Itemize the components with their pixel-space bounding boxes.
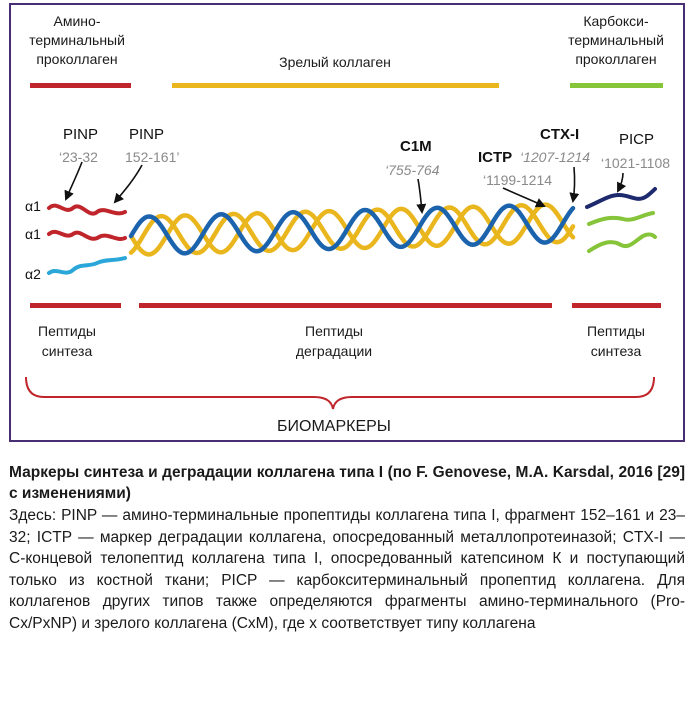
biomarkers-brace [25,376,655,410]
svg-text:‘1021-1108: ‘1021-1108 [601,155,670,171]
figure-frame: Амино- терминальный проколлаген Карбокси… [9,3,685,442]
degradation-label: Пептиды деградации [296,323,372,359]
marker-ictp: ICTP ‘1199-1214 [478,149,552,188]
biomarkers-label: БИОМАРКЕРЫ [277,418,391,435]
svg-text:Карбокси-: Карбокси- [583,13,649,29]
amino-terminal-bar [30,83,131,88]
synthesis-left-bar [30,303,121,308]
mature-collagen-bar [172,83,499,88]
mature-collagen-header: Зрелый коллаген [279,54,391,70]
svg-text:CTX-I: CTX-I [540,126,579,143]
figure-caption: Маркеры синтеза и деградации коллагена т… [9,462,685,634]
svg-text:‘1207-1214: ‘1207-1214 [520,149,590,165]
n-propeptide-alpha1-a [47,203,127,216]
svg-text:проколлаген: проколлаген [36,51,117,67]
caption-title: Маркеры синтеза и деградации коллагена т… [9,464,685,502]
svg-text:152-161’: 152-161’ [125,149,180,165]
svg-text:Пептиды: Пептиды [305,323,363,339]
svg-text:Амино-: Амино- [54,13,101,29]
marker-c1m: C1M ‘755-764 [385,138,440,178]
arrow-pinp-23-32 [64,161,83,201]
svg-text:C1M: C1M [400,138,432,155]
helix-strand-yellow-a [128,202,576,257]
svg-text:PICP: PICP [619,131,654,148]
svg-text:PINP: PINP [63,126,98,143]
synthesis-right-bar [572,303,661,308]
arrow-picp [617,172,627,193]
marker-picp: PICP ‘1021-1108 [601,131,670,171]
c-propeptide-navy [585,187,657,209]
svg-text:терминальный: терминальный [29,32,125,48]
arrow-ictp [502,187,546,208]
svg-text:ICTP: ICTP [478,149,512,166]
svg-text:‘755-764: ‘755-764 [385,162,440,178]
svg-text:терминальный: терминальный [568,32,664,48]
arrow-pinp-152-161 [113,164,143,204]
svg-text:Пептиды: Пептиды [38,323,96,339]
marker-pinp-23-32: PINP ‘23-32 [59,126,98,165]
svg-text:Пептиды: Пептиды [587,323,645,339]
svg-text:‘23-32: ‘23-32 [59,149,98,165]
helix-strand-blue [128,203,576,256]
svg-text:PINP: PINP [129,126,164,143]
svg-text:‘1199-1214: ‘1199-1214 [483,172,552,188]
helix-strand-yellow-b [128,203,576,256]
n-propeptide-alpha2 [47,256,127,275]
chain-label-alpha1-b: α1 [25,226,41,242]
arrow-ctx-i [569,166,580,203]
svg-text:проколлаген: проколлаген [575,51,656,67]
amino-terminal-header: Амино- терминальный проколлаген [29,13,125,67]
caption-body: Здесь: PINP — амино-терминальные пропепт… [9,507,685,632]
svg-text:синтеза: синтеза [42,343,93,359]
synthesis-right-label: Пептиды синтеза [587,323,645,359]
n-propeptide-alpha1-b [47,229,127,241]
c-propeptide-green-a [587,211,655,226]
marker-pinp-152-161: PINP 152-161’ [125,126,180,165]
triple-helix [128,202,576,257]
synthesis-left-label: Пептиды синтеза [38,323,96,359]
chain-label-alpha2: α2 [25,266,41,282]
carboxy-terminal-bar [570,83,663,88]
arrow-c1m [416,178,427,214]
svg-text:деградации: деградации [296,343,372,359]
marker-ctx-i: CTX-I ‘1207-1214 [520,126,590,165]
c-propeptide-green-b [587,232,657,253]
svg-text:синтеза: синтеза [591,343,642,359]
chain-label-alpha1-a: α1 [25,198,41,214]
collagen-diagram: Амино- терминальный проколлаген Карбокси… [25,13,670,435]
degradation-bar [139,303,552,308]
carboxy-terminal-header: Карбокси- терминальный проколлаген [568,13,664,67]
